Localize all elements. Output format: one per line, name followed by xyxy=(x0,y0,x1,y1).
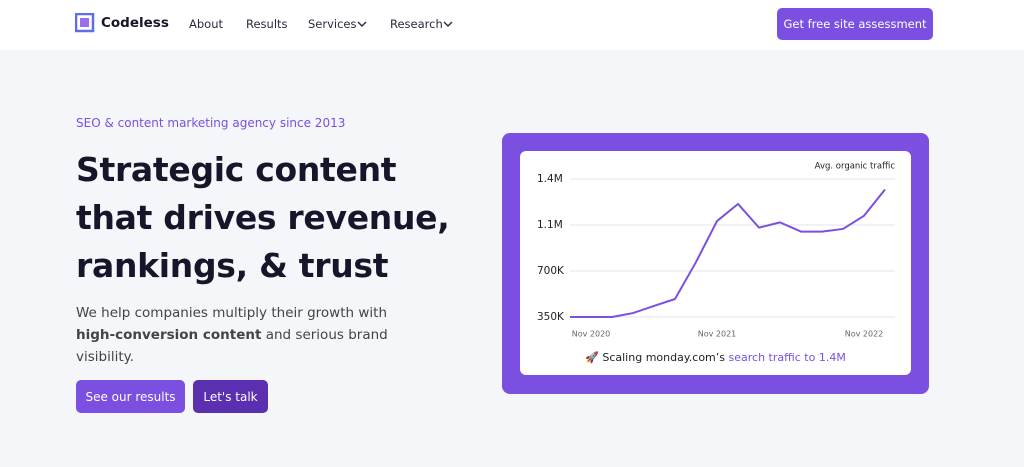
logo[interactable]: Codeless xyxy=(101,15,169,31)
x-tick-label: Nov 2021 xyxy=(698,330,737,339)
chart-title: Avg. organic traffic xyxy=(815,162,896,172)
nav-link[interactable]: Services xyxy=(308,17,357,31)
y-tick-label: 1.4M xyxy=(537,173,563,185)
headline-line: that drives revenue, xyxy=(76,198,450,237)
x-tick-label: Nov 2022 xyxy=(845,330,884,339)
talk-button[interactable]: Let's talk xyxy=(193,380,268,413)
caption-highlight: search traffic to 1.4M xyxy=(728,351,846,364)
chart-caption: 🚀 Scaling monday.com’s search traffic to… xyxy=(520,351,911,364)
y-tick-label: 700K xyxy=(537,265,565,277)
logo-icon xyxy=(75,13,95,33)
cta-button[interactable]: Get free site assessment xyxy=(777,8,933,40)
icon: 🚀 xyxy=(585,351,599,364)
body-text: and serious brand visibility. xyxy=(76,327,388,365)
chart-panel: Avg. organic traffic 350K 700K 1.1M 1.4M Nov… xyxy=(520,151,911,375)
results-button[interactable]: See our results xyxy=(76,380,185,413)
body-text: We help companies multiply their growth … xyxy=(76,302,416,368)
x-tick-label: Nov 2020 xyxy=(572,330,611,339)
nav-link[interactable]: Results xyxy=(246,17,288,31)
chevron xyxy=(443,21,453,27)
y-tick-label: 1.1M xyxy=(537,219,563,231)
y-tick-label: 350K xyxy=(537,311,565,323)
body-bold: high-conversion content xyxy=(76,327,262,343)
chart: Avg. organic traffic 350K 700K 1.1M 1.4M Nov… xyxy=(537,162,896,339)
eyebrow: SEO & content marketing agency since 201… xyxy=(76,116,346,130)
body-text: We help companies multiply their growth … xyxy=(76,305,387,321)
header: Codeless About Results Services Research… xyxy=(0,0,1024,50)
headline-line: Strategic content xyxy=(76,150,397,189)
nav-link[interactable]: Research xyxy=(390,17,443,31)
chevron xyxy=(357,21,367,27)
headline-line: rankings, & trust xyxy=(76,246,389,285)
nav-link[interactable]: About xyxy=(189,17,224,31)
data-line xyxy=(570,188,886,318)
caption-text: Scaling monday.com’s xyxy=(602,351,729,364)
